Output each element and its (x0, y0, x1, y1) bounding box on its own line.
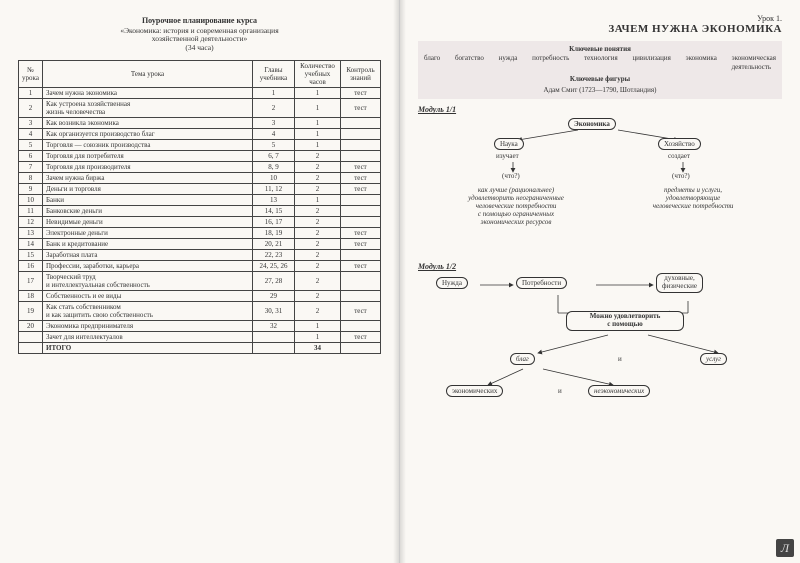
col-topic: Тема урока (43, 60, 253, 87)
module-1-2-label: Модуль 1/2 (418, 262, 782, 271)
d2-b3: духовные,физические (656, 273, 703, 292)
module-1-1-label: Модуль 1/1 (418, 105, 782, 114)
table-row: 20Экономика предпринимателя321 (19, 320, 381, 331)
plan-table: №урока Тема урока Главыучебника Количест… (18, 60, 381, 354)
diagram-1: Экономика Наука Хозяйство изучает создае… (418, 116, 782, 256)
table-row: 5Торговля — союзник производства51 (19, 139, 381, 150)
key-term: экономическаядеятельность (732, 54, 776, 72)
table-total-row: ИТОГО34 (19, 342, 381, 353)
key-concepts-header: Ключевые понятия (424, 45, 776, 54)
left-page: Поурочное планирование курса «Экономика:… (0, 0, 400, 563)
d1-right-box: Хозяйство (658, 138, 701, 150)
table-row: 7Торговля для производителя8, 92тест (19, 161, 381, 172)
d2-b6: услуг (700, 353, 727, 365)
table-row: 13Электронные деньги18, 192тест (19, 227, 381, 238)
lesson-title: ЗАЧЕМ НУЖНА ЭКОНОМИКА (418, 23, 782, 35)
table-header-row: №урока Тема урока Главыучебника Количест… (19, 60, 381, 87)
key-term: потребность (532, 54, 569, 72)
d1-left-sub: изучает (496, 152, 519, 160)
key-term: технология (584, 54, 618, 72)
table-row: 10Банки131 (19, 194, 381, 205)
table-row: 11Банковские деньги14, 152 (19, 205, 381, 216)
table-row: 12Невидимые деньги16, 172 (19, 216, 381, 227)
table-row: 8Зачем нужна биржа102тест (19, 172, 381, 183)
key-term: экономика (686, 54, 717, 72)
spine-shadow (400, 0, 406, 563)
table-row: 2Как устроена хозяйственнаяжизнь человеч… (19, 98, 381, 117)
d2-b7: экономических (446, 385, 503, 397)
d2-and1: и (618, 355, 622, 363)
table-row: 14Банк и кредитование20, 212тест (19, 238, 381, 249)
d1-right-sub: создает (668, 152, 690, 160)
col-chapters: Главыучебника (253, 60, 295, 87)
d2-b2: Потребности (516, 277, 567, 289)
d1-root: Экономика (568, 118, 616, 130)
d1-right-answer: предметы и услуги,удовлетворяющиечеловеч… (618, 186, 768, 210)
table-row: 17Творческий труди интеллектуальная собс… (19, 271, 381, 290)
key-term: благо (424, 54, 440, 72)
diagram-2: Нужда Потребности духовные,физические Мо… (418, 273, 782, 413)
table-row: 9Деньги и торговля11, 122тест (19, 183, 381, 194)
left-title: Поурочное планирование курса (18, 16, 381, 25)
left-subtitle-3: (34 часа) (18, 44, 381, 52)
col-hours: Количествоучебныхчасов (295, 60, 341, 87)
d1-left-box: Наука (494, 138, 524, 150)
key-term: богатство (455, 54, 484, 72)
right-page: Урок 1. ЗАЧЕМ НУЖНА ЭКОНОМИКА Ключевые п… (400, 0, 800, 563)
d1-left-q: (что?) (502, 172, 520, 180)
d1-right-q: (что?) (672, 172, 690, 180)
table-row: 6Торговля для потребителя6, 72 (19, 150, 381, 161)
key-term: нужда (499, 54, 518, 72)
d1-left-answer: как лучше (рациональнее)удовлетворить не… (436, 186, 596, 226)
key-concepts-box: Ключевые понятия благо богатство нужда потр… (418, 41, 782, 99)
key-terms: благо богатство нужда потребность технология… (424, 54, 776, 72)
d2-b8: неэкономических (588, 385, 650, 397)
table-row: 19Как стать собственникоми как защитить … (19, 301, 381, 320)
table-row: 4Как организуется производство благ41 (19, 128, 381, 139)
spine-shadow (393, 0, 399, 563)
col-num: №урока (19, 60, 43, 87)
table-row: Зачет для интеллектуалов1тест (19, 331, 381, 342)
key-figures: Адам Смит (1723—1790, Шотландия) (424, 86, 776, 95)
table-row: 15Заработная плата22, 232 (19, 249, 381, 260)
table-row: 3Как возникла экономика31 (19, 117, 381, 128)
col-control: Контрользнаний (341, 60, 381, 87)
lesson-number: Урок 1. (418, 14, 782, 23)
table-row: 16Профессии, заработки, карьера24, 25, 2… (19, 260, 381, 271)
d2-b5: благ (510, 353, 535, 365)
d2-b4: Можно удовлетворитьс помощью (566, 311, 684, 330)
key-figures-header: Ключевые фигуры (424, 75, 776, 84)
d2-b1: Нужда (436, 277, 468, 289)
corner-badge: Л (776, 539, 794, 557)
d2-and2: и (558, 387, 562, 395)
table-row: 18Собственность и ее виды292 (19, 290, 381, 301)
key-term: цивилизация (632, 54, 670, 72)
table-row: 1Зачем нужна экономика11тест (19, 87, 381, 98)
